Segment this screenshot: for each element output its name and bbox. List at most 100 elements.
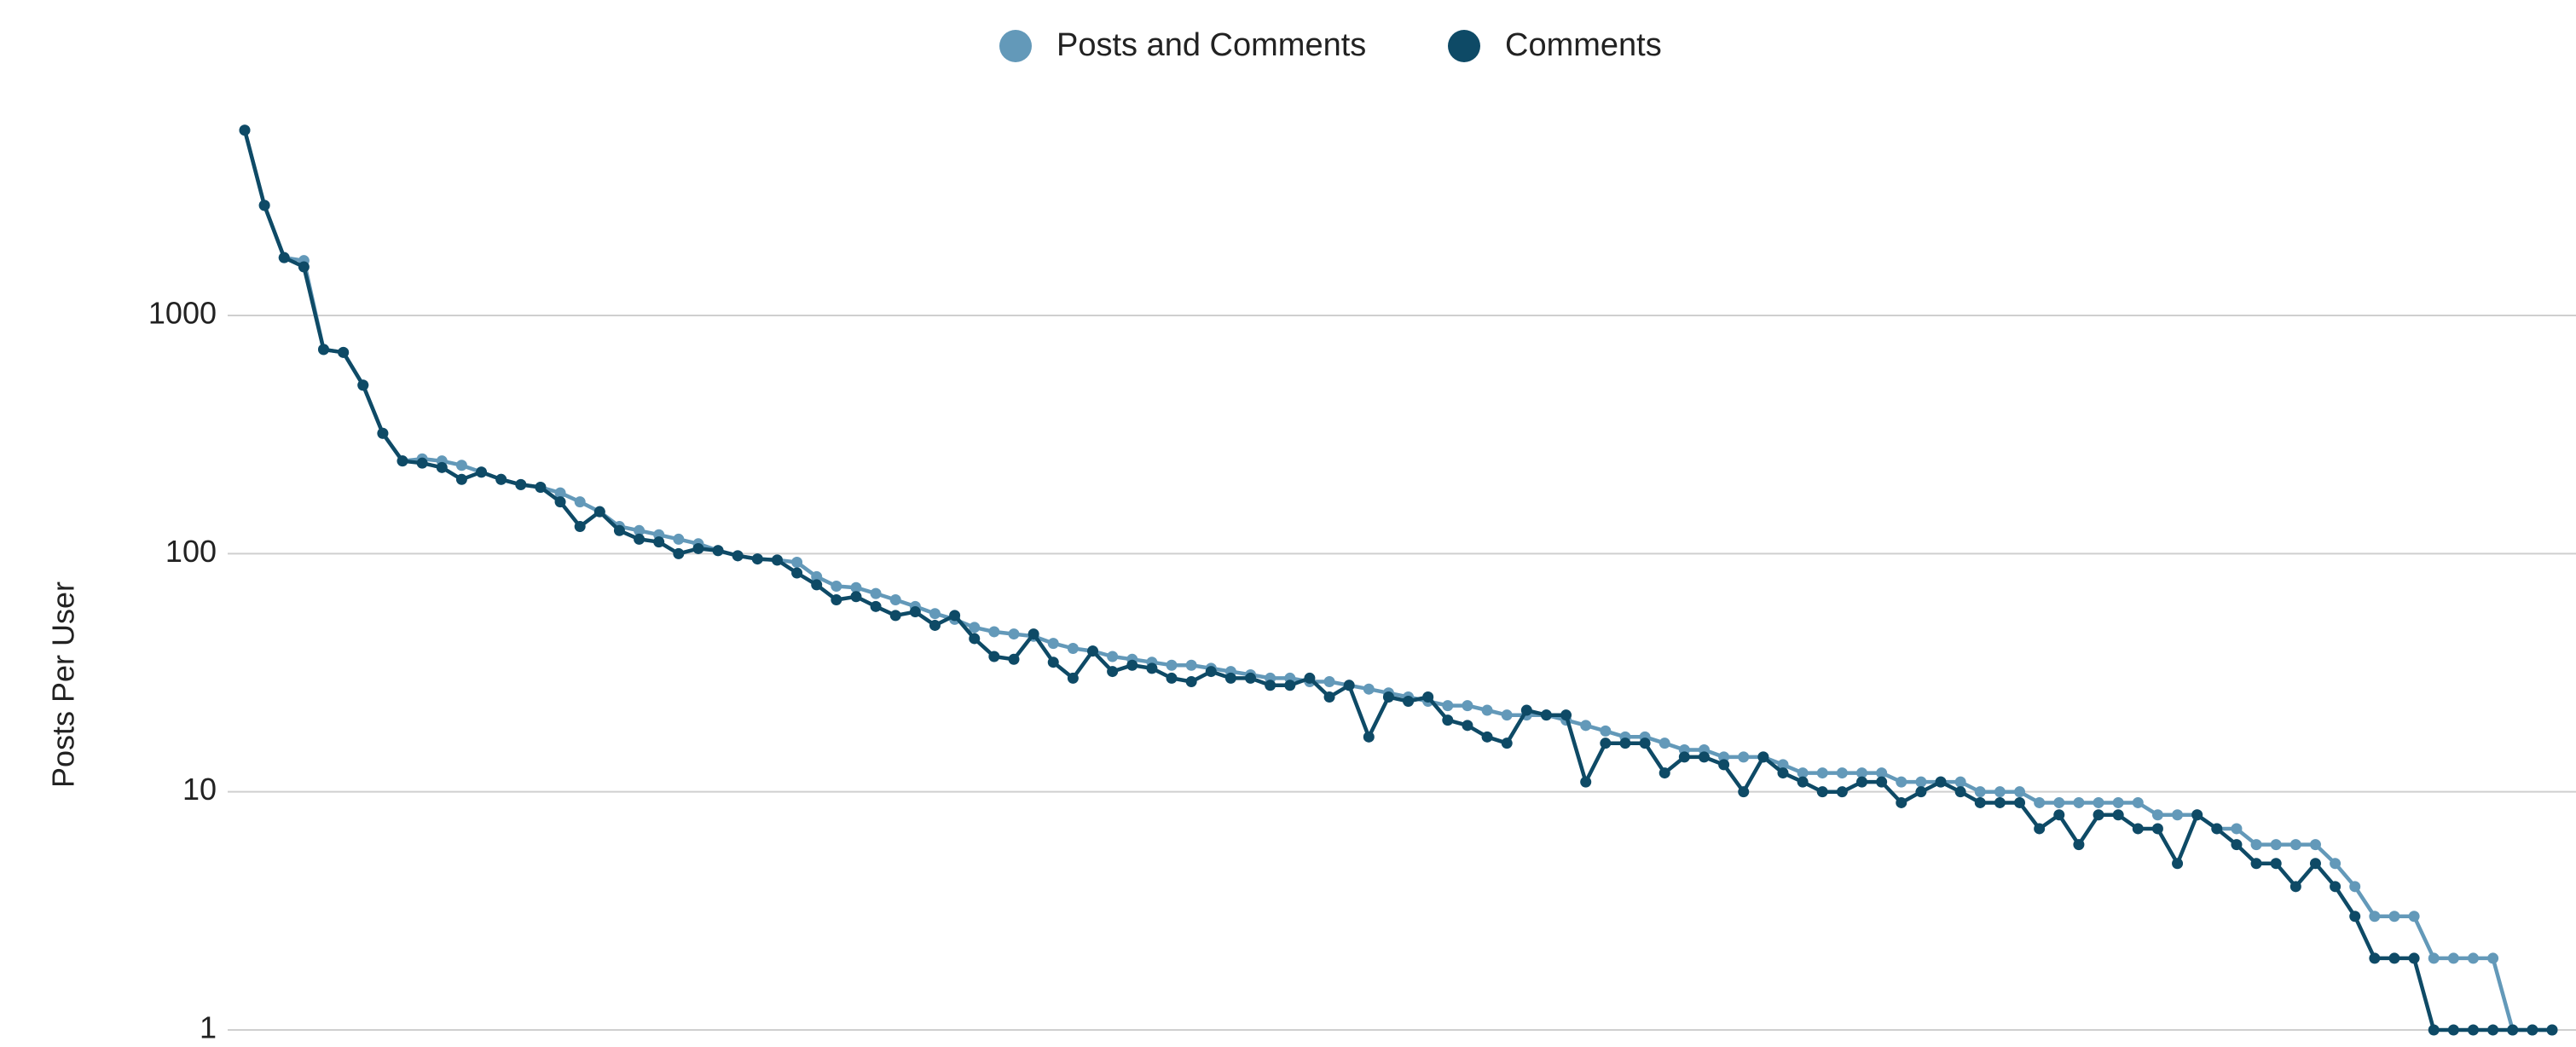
data-point: [831, 581, 842, 593]
data-point: [2112, 809, 2124, 821]
data-point: [889, 610, 901, 622]
data-point: [258, 200, 270, 211]
data-point: [2309, 858, 2321, 870]
data-point: [2369, 952, 2381, 964]
data-point: [1560, 709, 1572, 721]
y-tick-label: 1000: [148, 296, 217, 331]
data-point: [2132, 823, 2144, 835]
data-point: [2408, 911, 2420, 923]
data-point: [397, 455, 408, 467]
data-point: [1067, 672, 1079, 684]
data-point: [593, 506, 605, 518]
y-tick-label: 10: [182, 772, 217, 807]
data-point: [2034, 823, 2046, 835]
data-point: [1619, 738, 1631, 749]
data-point: [1658, 767, 1670, 779]
data-point: [2309, 839, 2321, 851]
data-point: [338, 346, 350, 358]
data-point: [377, 427, 389, 439]
data-point: [1146, 662, 1158, 674]
data-point: [1185, 659, 1197, 671]
data-point: [1363, 731, 1375, 743]
data-point: [1639, 738, 1651, 749]
legend-label: Posts and Comments: [1056, 27, 1366, 63]
y-tick-label: 100: [165, 534, 217, 569]
data-point: [2231, 823, 2243, 835]
data-point: [2073, 796, 2085, 808]
data-point: [712, 545, 724, 557]
data-point: [811, 570, 823, 582]
data-point: [1185, 676, 1197, 688]
data-point: [495, 473, 507, 485]
data-point: [1738, 786, 1750, 798]
data-point: [1442, 714, 1454, 726]
data-point: [1678, 751, 1690, 763]
data-point: [1876, 776, 1888, 788]
data-point: [278, 252, 290, 263]
data-point: [1856, 767, 1868, 779]
data-point: [1245, 672, 1257, 684]
data-point: [1205, 666, 1217, 678]
data-point: [2388, 952, 2400, 964]
data-point: [1718, 751, 1730, 763]
data-point: [2014, 786, 2026, 798]
data-point: [1580, 776, 1592, 788]
data-point: [2428, 1024, 2440, 1036]
data-point: [929, 619, 941, 631]
data-point: [1462, 700, 1473, 712]
data-point: [1994, 786, 2006, 798]
data-point: [2034, 796, 2046, 808]
data-point: [2270, 839, 2282, 851]
series: [239, 124, 2558, 1036]
data-point: [831, 594, 842, 606]
data-point: [1816, 767, 1828, 779]
legend-marker: [999, 30, 1032, 62]
data-point: [2349, 911, 2361, 923]
data-point: [1008, 628, 1020, 640]
data-point: [1816, 786, 1828, 798]
data-point: [613, 524, 625, 536]
data-point: [1008, 653, 1020, 665]
data-point: [515, 478, 527, 490]
data-point: [1323, 676, 1335, 688]
data-point: [889, 594, 901, 606]
y-axis-label: Posts Per User: [46, 581, 81, 788]
data-point: [811, 579, 823, 591]
data-point: [1284, 680, 1296, 691]
data-point: [1481, 704, 1493, 716]
data-point: [1540, 709, 1552, 721]
data-point: [969, 633, 981, 645]
data-point: [1600, 738, 1612, 749]
data-point: [1107, 651, 1119, 662]
data-point: [1224, 672, 1236, 684]
data-point: [239, 124, 251, 136]
data-point: [1915, 776, 1927, 788]
data-point: [2349, 881, 2361, 893]
data-point: [1600, 725, 1612, 737]
data-point: [2487, 1024, 2499, 1036]
data-point: [554, 487, 566, 499]
data-point: [2053, 796, 2065, 808]
data-point: [1580, 720, 1592, 732]
data-point: [2330, 858, 2342, 870]
data-point: [1718, 759, 1730, 771]
data-point: [1422, 691, 1434, 703]
data-point: [2014, 796, 2026, 808]
legend-marker: [1448, 30, 1480, 62]
series-line: [242, 130, 2552, 1033]
data-point: [969, 622, 981, 633]
data-point: [1028, 628, 1039, 640]
data-point: [574, 521, 586, 533]
data-point: [2112, 796, 2124, 808]
data-point: [692, 542, 704, 554]
data-point: [771, 554, 783, 566]
data-point: [2507, 1024, 2519, 1036]
data-point: [1896, 776, 1907, 788]
data-point: [1501, 738, 1513, 749]
data-point: [2428, 952, 2440, 964]
data-point: [732, 550, 744, 562]
data-point: [2527, 1024, 2538, 1036]
data-point: [2270, 858, 2282, 870]
data-point: [1876, 767, 1888, 779]
data-point: [2093, 796, 2104, 808]
